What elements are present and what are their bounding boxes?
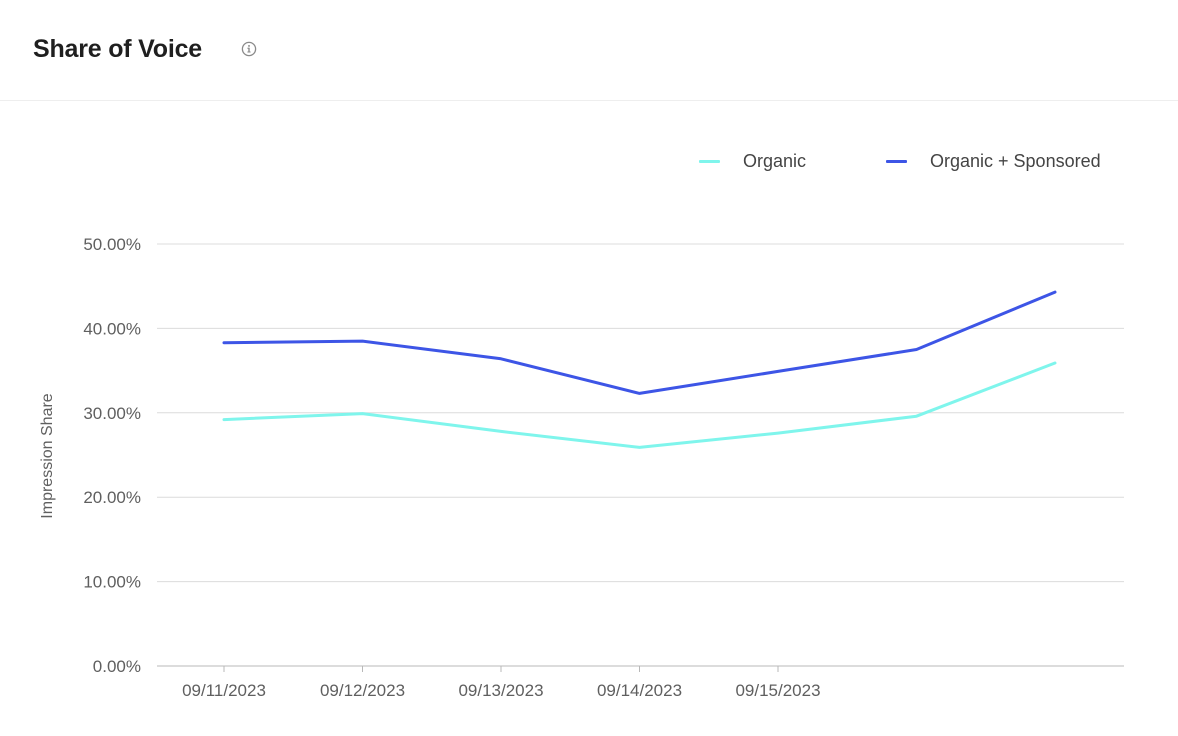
legend-swatch-organic [699, 159, 720, 163]
y-tick-label: 50.00% [83, 235, 141, 254]
legend-label-organic-sponsored: Organic + Sponsored [930, 150, 1101, 171]
legend-label-organic: Organic [743, 150, 807, 171]
x-tick-label: 09/11/2023 [182, 681, 266, 700]
card-header: Share of Voice [0, 0, 1178, 101]
y-tick-label: 40.00% [83, 319, 141, 338]
y-tick-label: 30.00% [83, 404, 141, 423]
info-circle-icon[interactable] [241, 41, 257, 57]
x-axis: 09/11/2023 09/12/2023 09/13/2023 09/14/2023… [157, 665, 1124, 700]
x-tick-label: 09/12/2023 [320, 681, 405, 700]
legend-item-organic[interactable]: Organic [699, 148, 806, 174]
page-title: Share of Voice [33, 35, 203, 63]
legend-swatch-organic-sponsored [886, 159, 907, 163]
series-line-organic[interactable] [222, 361, 1057, 449]
grid-lines [157, 243, 1124, 583]
chart-legend: Organic Organic + Sponsored [0, 148, 1178, 174]
x-tick-label: 09/13/2023 [458, 681, 543, 700]
y-tick-label: 20.00% [83, 488, 141, 507]
legend-item-organic-sponsored[interactable]: Organic + Sponsored [886, 148, 1101, 174]
x-tick-label: 09/14/2023 [597, 681, 682, 700]
y-tick-label: 0.00% [93, 657, 141, 676]
series-line-organic-sponsored[interactable] [222, 290, 1057, 395]
y-axis-title: Impression Share [39, 393, 56, 518]
x-tick-label: 09/15/2023 [735, 681, 820, 700]
y-axis-tick-labels: 0.00% 10.00% 20.00% 30.00% 40.00% 50.00% [83, 235, 141, 676]
series-lines [222, 290, 1057, 449]
y-tick-label: 10.00% [83, 573, 141, 592]
